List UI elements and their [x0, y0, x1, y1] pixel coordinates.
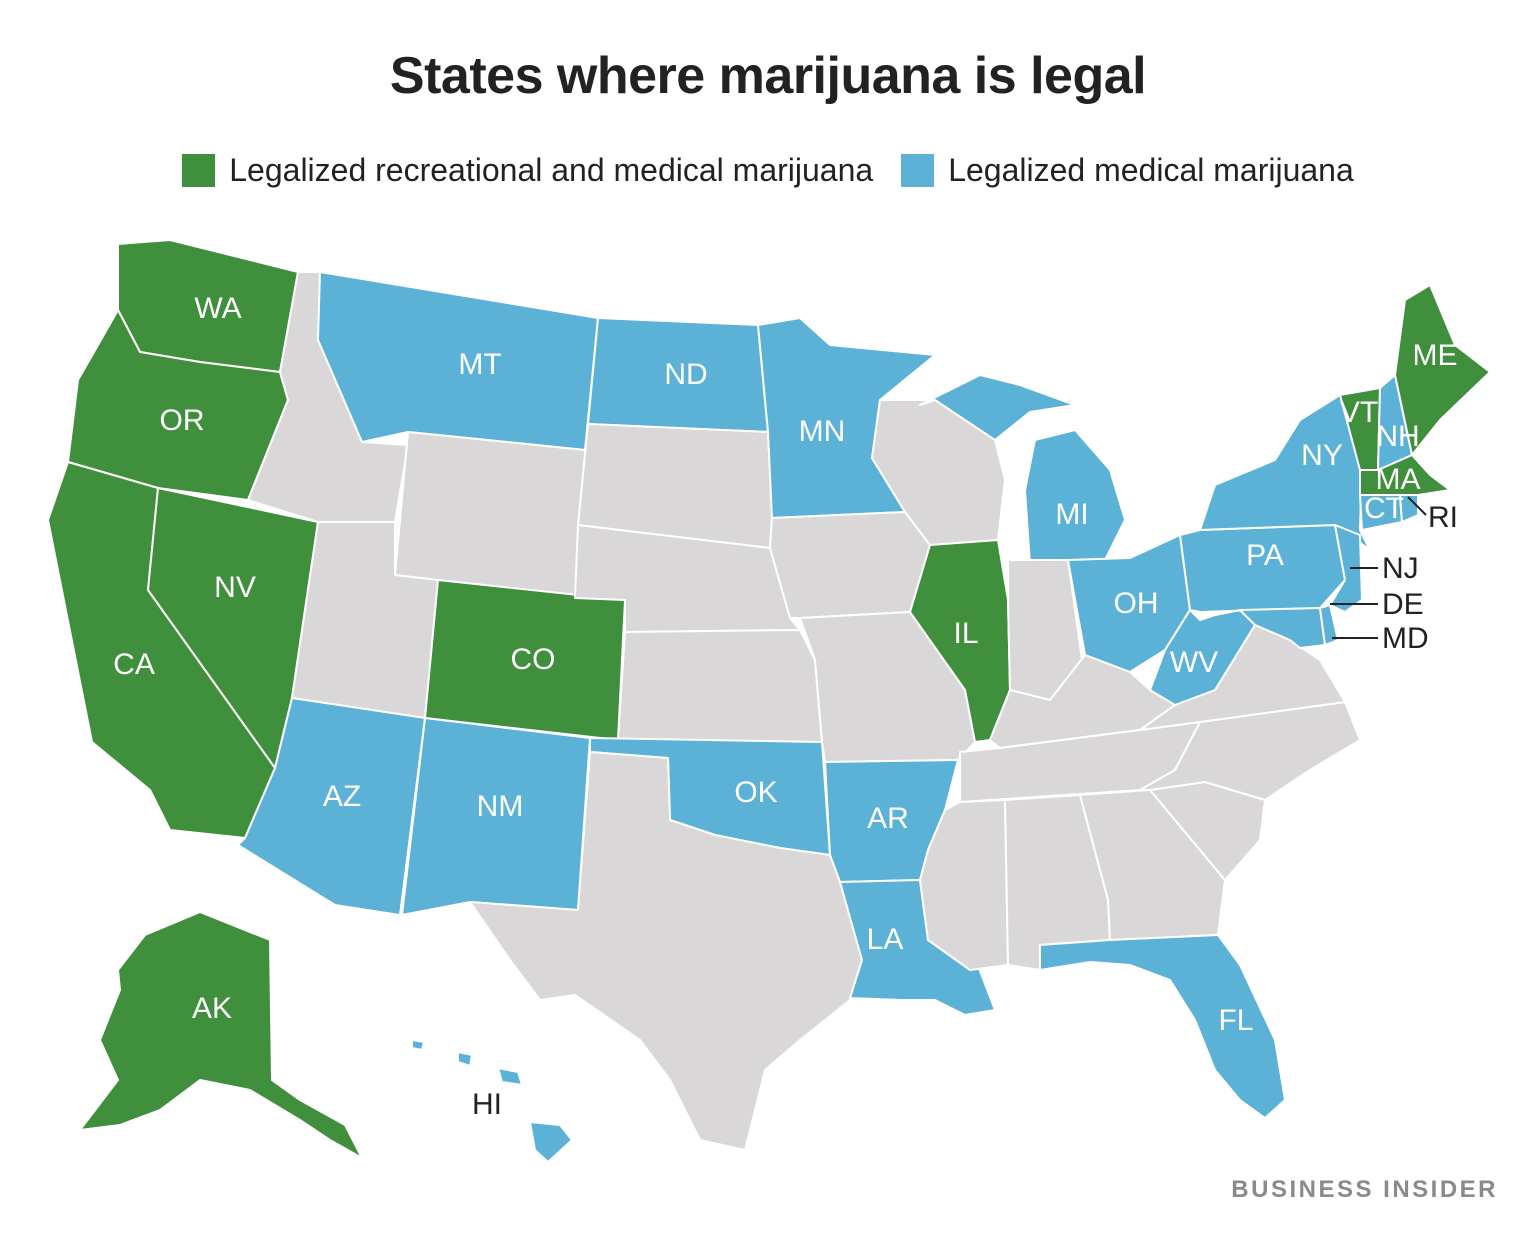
state-ME: [1394, 284, 1491, 456]
legend-item-recreational: Legalized recreational and medical marij…: [182, 152, 873, 189]
label-PA: PA: [1246, 539, 1284, 572]
label-MD: MD: [1382, 622, 1429, 655]
label-NH: NH: [1376, 420, 1419, 453]
state-FL: [1039, 934, 1286, 1119]
state-NC: [1139, 701, 1361, 801]
label-HI: HI: [472, 1088, 502, 1121]
state-TX: [469, 751, 863, 1151]
legend-label-recreational: Legalized recreational and medical marij…: [229, 152, 874, 188]
label-OH: OH: [1114, 587, 1159, 620]
legend-label-medical: Legalized medical marijuana: [948, 152, 1354, 188]
state-MI: [1024, 429, 1126, 566]
label-MT: MT: [458, 348, 501, 381]
label-LA: LA: [867, 923, 904, 956]
label-VT: VT: [1340, 396, 1378, 429]
brand-wordmark: BUSINESS INSIDER: [1231, 1176, 1498, 1203]
label-OR: OR: [160, 404, 205, 437]
chart-title: States where marijuana is legal: [389, 47, 1147, 105]
label-AR: AR: [867, 802, 909, 835]
label-NM: NM: [477, 790, 524, 823]
label-AZ: AZ: [323, 780, 361, 813]
state-HI-4: [411, 1039, 425, 1051]
legend: Legalized recreational and medical marij…: [0, 152, 1536, 189]
label-WV: WV: [1170, 646, 1218, 679]
state-MD: [1214, 607, 1326, 649]
label-OK: OK: [734, 776, 777, 809]
label-CT: CT: [1364, 492, 1404, 525]
legend-item-medical: Legalized medical marijuana: [901, 152, 1354, 189]
label-RI: RI: [1428, 501, 1458, 534]
state-NJ: [1329, 524, 1363, 613]
label-NV: NV: [214, 571, 256, 604]
state-MI-upper: [919, 374, 1076, 441]
label-MI: MI: [1055, 498, 1088, 531]
label-NY: NY: [1301, 439, 1343, 472]
label-CO: CO: [511, 643, 556, 676]
state-HI-1: [529, 1121, 573, 1163]
label-AK: AK: [192, 992, 232, 1025]
state-WY: [394, 431, 586, 599]
legend-swatch-medical: [901, 154, 935, 187]
state-HI-2: [497, 1067, 523, 1086]
label-WA: WA: [194, 292, 241, 325]
state-HI-3: [457, 1051, 473, 1067]
label-NJ: NJ: [1382, 552, 1419, 585]
state-MS: [919, 799, 1009, 971]
label-MN: MN: [799, 415, 846, 448]
label-DE: DE: [1382, 588, 1424, 621]
label-MA: MA: [1376, 463, 1421, 496]
legend-swatch-recreational: [182, 154, 216, 187]
label-ME: ME: [1413, 339, 1458, 372]
label-IL: IL: [953, 617, 978, 650]
ri-leader-line: [1407, 496, 1427, 516]
state-KS: [617, 629, 823, 743]
label-CA: CA: [113, 648, 155, 681]
state-IA: [769, 511, 931, 619]
state-AK: [79, 911, 363, 1159]
label-ND: ND: [664, 358, 707, 391]
state-DE: [1319, 604, 1339, 646]
label-FL: FL: [1218, 1004, 1253, 1037]
